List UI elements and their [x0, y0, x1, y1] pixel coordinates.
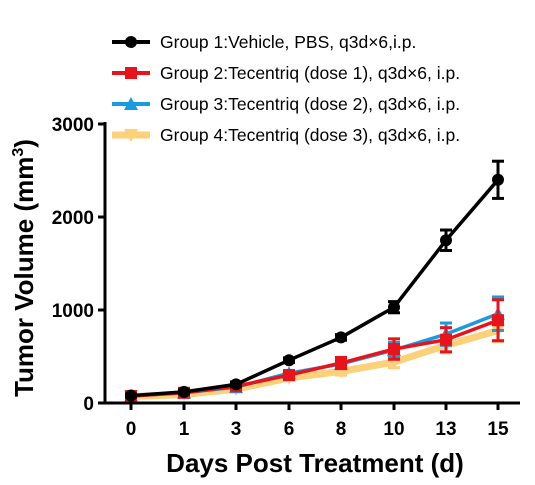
- data-point: [125, 389, 137, 402]
- series-1: [125, 159, 504, 402]
- data-point: [388, 343, 400, 356]
- x-axis-title: Days Post Treatment (d): [166, 448, 464, 478]
- legend-label: Group 3:Tecentriq (dose 2), q3d×6, i.p.: [160, 94, 460, 114]
- legend-item-3: Group 3:Tecentriq (dose 2), q3d×6, i.p.: [112, 94, 460, 114]
- x-tick-label: 13: [435, 419, 456, 440]
- x-tick-label: 10: [383, 419, 404, 440]
- legend-swatch-marker: [125, 67, 137, 79]
- series-line: [130, 318, 499, 398]
- plot-area: [124, 159, 505, 404]
- series-line: [130, 327, 499, 400]
- data-point: [440, 234, 452, 247]
- data-point: [492, 314, 504, 327]
- x-tick-label: 6: [284, 419, 295, 440]
- legend-swatch-marker: [124, 129, 138, 142]
- data-point: [230, 378, 242, 391]
- legend-swatch-marker: [125, 36, 137, 48]
- legend-item-4: Group 4:Tecentriq (dose 3), q3d×6, i.p.: [112, 125, 460, 145]
- legend: Group 1:Vehicle, PBS, q3d×6,i.p. Group 2:…: [112, 32, 460, 145]
- data-point: [283, 369, 295, 382]
- legend-item-2: Group 2:Tecentriq (dose 1), q3d×6, i.p.: [112, 63, 460, 83]
- x-tick-label: 15: [487, 419, 509, 440]
- data-point: [283, 354, 295, 367]
- x-tick-label: 8: [336, 419, 347, 440]
- legend-label: Group 2:Tecentriq (dose 1), q3d×6, i.p.: [160, 63, 460, 83]
- legend-label: Group 1:Vehicle, PBS, q3d×6,i.p.: [160, 32, 416, 52]
- x-tick-label: 1: [179, 419, 190, 440]
- data-point: [440, 333, 452, 346]
- legend-label: Group 4:Tecentriq (dose 3), q3d×6, i.p.: [160, 125, 460, 145]
- data-point: [388, 301, 400, 314]
- series-line: [130, 178, 500, 398]
- x-tick-label: 3: [231, 419, 242, 440]
- series-line: [130, 312, 499, 398]
- x-tick-label: 0: [126, 419, 137, 440]
- y-tick-label: 2000: [52, 208, 94, 229]
- y-tick-label: 3000: [52, 115, 94, 136]
- data-point: [492, 173, 504, 186]
- legend-item-1: Group 1:Vehicle, PBS, q3d×6,i.p.: [112, 32, 416, 52]
- y-axis-title: Tumor Volume (mm3): [9, 139, 39, 397]
- data-point: [335, 331, 347, 344]
- y-tick-label: 1000: [52, 301, 94, 322]
- y-axis-title-superscript: 3: [10, 148, 27, 157]
- y-tick-label: 0: [83, 394, 94, 415]
- y-axis-title-main: Tumor Volume (mm: [9, 157, 39, 397]
- data-point: [335, 357, 347, 370]
- data-point: [178, 385, 190, 398]
- y-axis-title-close: ): [9, 139, 39, 148]
- legend-swatch-marker: [124, 97, 138, 110]
